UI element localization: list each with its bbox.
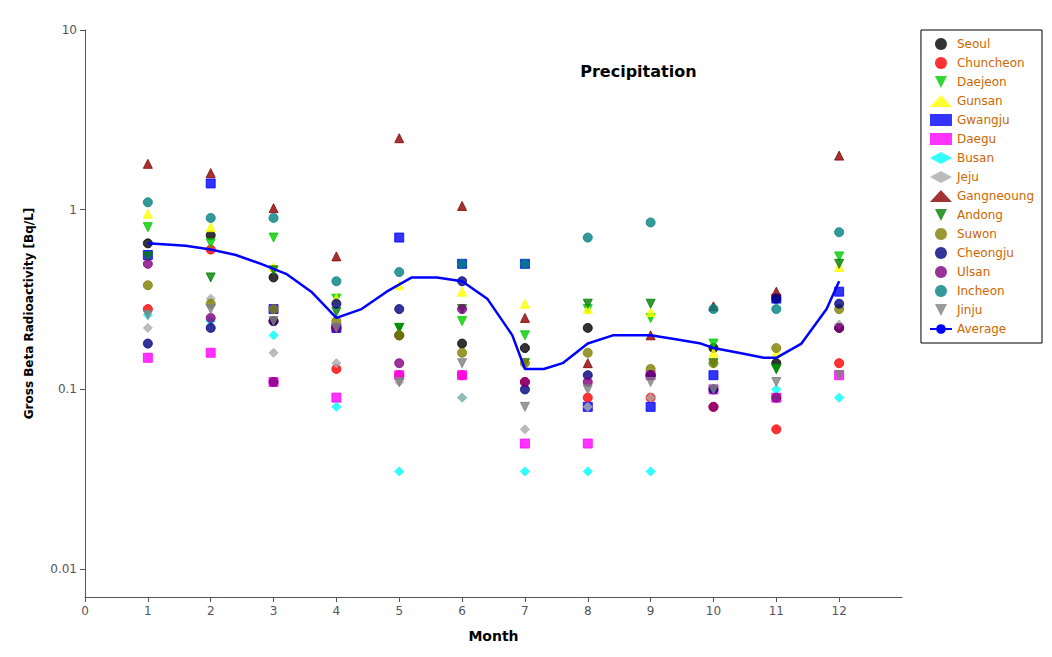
svg-text:4: 4 [333,604,341,618]
svg-text:7: 7 [521,604,529,618]
svg-text:6: 6 [458,604,466,618]
svg-text:10: 10 [706,604,721,618]
svg-text:Cheongju: Cheongju [957,246,1014,260]
svg-text:Average: Average [957,322,1006,336]
svg-text:Ulsan: Ulsan [957,265,990,279]
svg-text:Daegu: Daegu [957,132,996,146]
svg-text:Jinju: Jinju [956,303,982,317]
svg-text:3: 3 [270,604,278,618]
svg-text:Jeju: Jeju [956,170,979,184]
svg-text:12: 12 [832,604,847,618]
svg-text:Gross Beta Radioactivity [Bq/L: Gross Beta Radioactivity [Bq/L] [22,208,36,420]
svg-text:0: 0 [81,604,89,618]
svg-text:9: 9 [647,604,655,618]
svg-text:11: 11 [769,604,784,618]
svg-text:0.1: 0.1 [58,382,77,396]
svg-text:Month: Month [468,628,518,644]
svg-text:Seoul: Seoul [957,37,990,51]
svg-text:Gangneoung: Gangneoung [957,189,1034,203]
svg-text:10: 10 [62,23,77,37]
svg-text:Precipitation: Precipitation [580,62,696,81]
svg-text:Chuncheon: Chuncheon [957,56,1025,70]
svg-text:Suwon: Suwon [957,227,997,241]
svg-text:Gunsan: Gunsan [957,94,1003,108]
svg-text:5: 5 [395,604,403,618]
svg-text:Gwangju: Gwangju [957,113,1010,127]
svg-text:Busan: Busan [957,151,994,165]
svg-text:2: 2 [207,604,215,618]
svg-text:Daejeon: Daejeon [957,75,1007,89]
svg-text:1: 1 [144,604,152,618]
svg-text:Incheon: Incheon [957,284,1005,298]
svg-text:8: 8 [584,604,592,618]
svg-text:Andong: Andong [957,208,1003,222]
svg-text:0.01: 0.01 [50,562,77,576]
svg-text:1: 1 [69,203,77,217]
